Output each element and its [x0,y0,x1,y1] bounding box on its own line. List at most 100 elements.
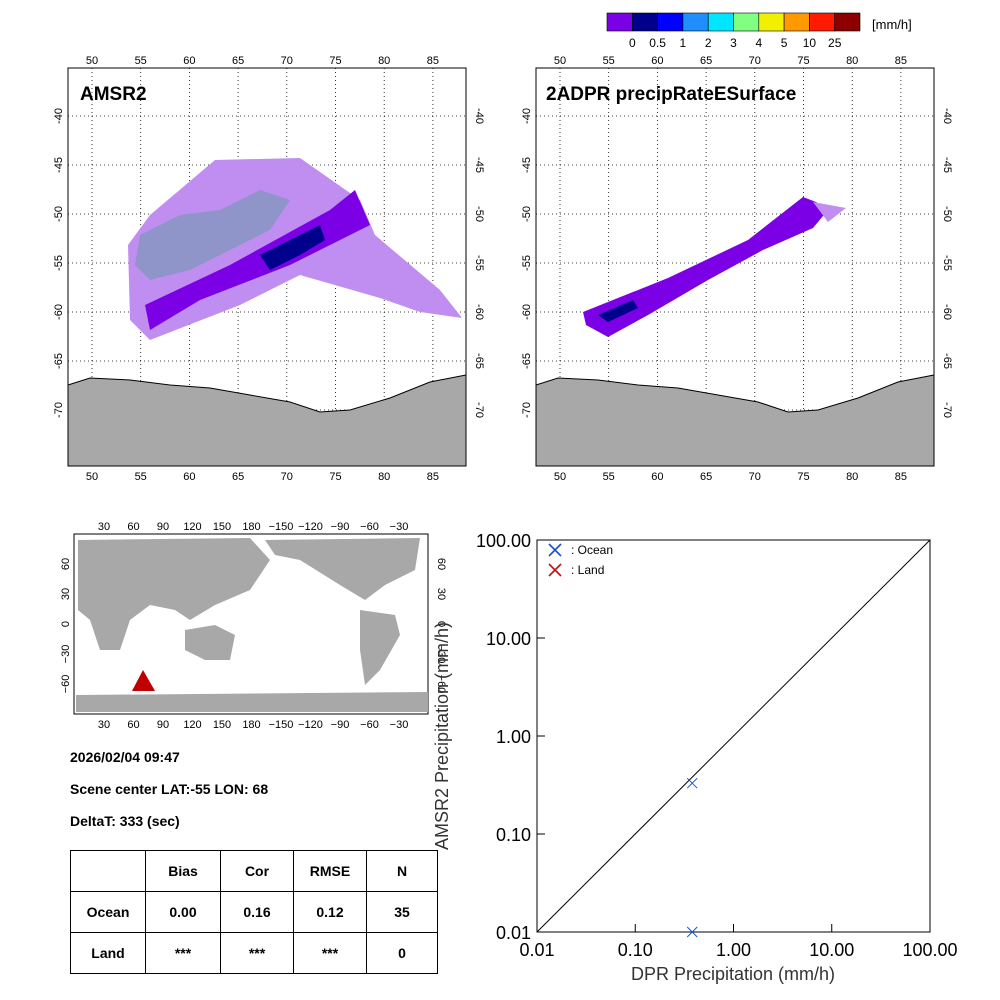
stats-row-land: Land *** *** *** 0 [70,932,438,974]
land-antarctica [67,374,467,467]
lat-tick-label: -60 [941,304,953,320]
y-tick-label: 0.10 [496,825,531,845]
swath-rain-band [145,190,370,330]
dpr-swath-edge [813,202,846,222]
lon-tick-label: 70 [749,471,761,483]
lon-tick-label: 65 [232,471,244,483]
world-lon-tick: −60 [360,719,379,731]
scatter-plot: 0.010.01 0.10 0.10 1.00 1.00 10.00 10.00 100.00… [432,531,958,984]
world-lon-tick: 150 [213,521,231,533]
colorbar-label: 0 [629,36,636,50]
lon-tick-label: 75 [329,471,341,483]
lon-tick-label: 65 [232,55,244,67]
lat-tick-label: -60 [473,304,485,320]
stats-cell: *** [293,932,367,974]
lon-tick-label: 65 [700,471,712,483]
stats-cell: 0.12 [293,891,367,933]
colorbar-box [834,12,861,32]
y-tick-label: 10.00 [486,629,531,649]
y-tick-label: 0.01 [496,923,531,943]
x-axis-label: DPR Precipitation (mm/h) [631,964,835,984]
world-lon-tick: −90 [331,719,350,731]
stats-header-cell: N [366,850,438,892]
world-lat-tick: 30 [435,588,447,600]
dpr-dark-cells [598,300,638,322]
colorbar-label: 1 [680,36,687,50]
x-tick-label: 0.01 [519,940,554,960]
lat-tick-label: -70 [53,402,65,418]
lon-tick-label: 85 [895,471,907,483]
dpr-swath [583,197,828,337]
delta-t: DeltaT: 333 (sec) [70,813,180,829]
colorbar-box [758,12,785,32]
world-lon-tick: 90 [157,521,169,533]
y-tick-label: 100.00 [476,531,531,551]
lat-tick-label: -70 [473,402,485,418]
stats-table: Bias Cor RMSE N Ocean 0.00 0.16 0.12 35 … [70,850,438,974]
lon-tick-label: 60 [183,471,195,483]
x-tick-label: 10.00 [809,940,854,960]
world-lon-tick: −30 [390,521,409,533]
lon-tick-label: 80 [846,55,858,67]
colorbar-box [733,12,760,32]
world-lon-tick: 180 [242,521,260,533]
lon-tick-label: 50 [86,55,98,67]
lat-tick-label: -50 [473,206,485,222]
world-lon-tick: −150 [269,719,294,731]
world-lat-tick: 60 [435,558,447,570]
colorbar-box [657,12,684,32]
lat-tick-label: -55 [53,255,65,271]
lat-tick-label: -50 [521,206,533,222]
colorbar-label: 25 [828,36,842,50]
stats-cell: 0.16 [220,891,294,933]
continent-north-america [265,538,420,600]
lon-tick-label: 85 [427,55,439,67]
lat-tick-label: -55 [941,255,953,271]
scene-datetime: 2026/02/04 09:47 [70,749,180,765]
world-lat-tick: 60 [60,558,72,570]
lon-tick-label: 50 [554,55,566,67]
lon-tick-label: 55 [603,55,615,67]
lat-tick-label: -55 [473,255,485,271]
lon-tick-label: 55 [135,55,147,67]
world-lon-tick: 60 [127,719,139,731]
lon-tick-label: 70 [749,55,761,67]
world-map: 30 30 60 60 90 90 120 120 150 150 180 180 −150 −150 −1… [60,521,447,731]
lon-tick-label: 70 [281,55,293,67]
land-antarctica [535,374,935,467]
legend-label: : Land [571,563,604,577]
colorbar: 0 0.5 1 2 3 4 5 10 25 [mm/h] [606,12,912,50]
lon-tick-label: 55 [135,471,147,483]
colorbar-box [682,12,709,32]
world-lat-tick: 0 [60,621,72,627]
colorbar-label: 0.5 [649,36,666,50]
lat-tick-label: -60 [53,304,65,320]
stats-header-row: Bias Cor RMSE N [70,850,438,892]
legend-label: : Ocean [571,543,613,557]
continent-south-america [360,610,400,685]
stats-header-cell [70,850,146,892]
x-tick-label: 100.00 [902,940,957,960]
world-lat-tick: −60 [60,675,72,694]
stats-cell: *** [145,932,221,974]
colorbar-label: 2 [705,36,712,50]
legend-marker [548,543,562,557]
swath-dark-cells [260,225,325,270]
lon-tick-label: 85 [427,471,439,483]
world-lon-tick: −120 [298,719,323,731]
world-lon-tick: 120 [183,521,201,533]
lat-tick-label: -65 [521,353,533,369]
lon-tick-label: 50 [86,471,98,483]
world-lon-tick: 150 [213,719,231,731]
world-lon-tick: 30 [98,521,110,533]
stats-cell: *** [220,932,294,974]
x-tick-label: 0.10 [618,940,653,960]
world-lon-tick: −120 [298,521,323,533]
swath-gray-patch [135,190,290,280]
colorbar-box [707,12,734,32]
scene-info: 2026/02/04 09:47 Scene center LAT:-55 LO… [70,748,430,844]
y-tick-label: 1.00 [496,727,531,747]
lat-tick-label: -40 [941,108,953,124]
lat-tick-label: -70 [941,402,953,418]
world-lon-tick: −30 [390,719,409,731]
